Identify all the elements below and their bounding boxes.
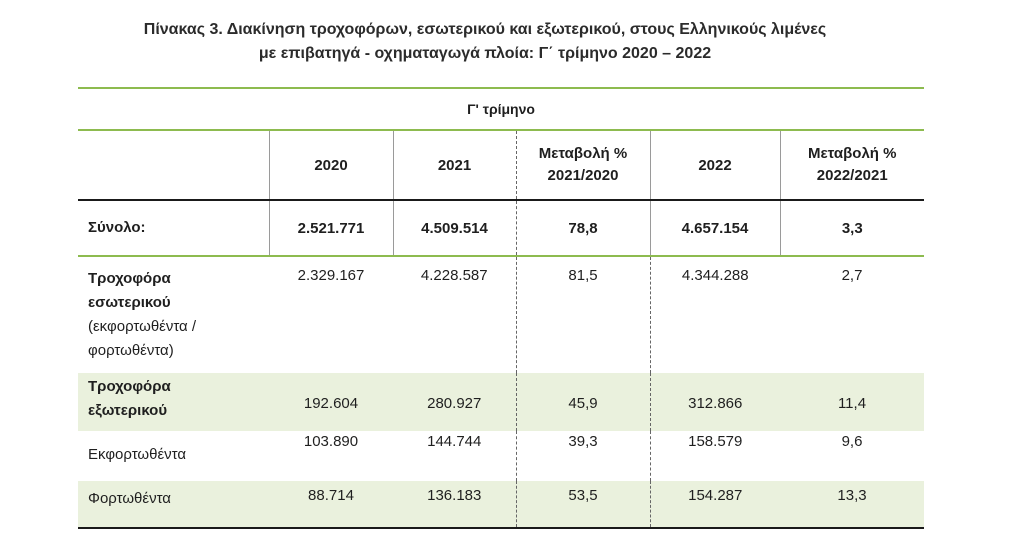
- cell-change-2022-2021: 13,3: [780, 481, 925, 529]
- period-row: Γ' τρίμηνο: [78, 87, 925, 131]
- header-change-2021-2020: Μεταβολή % 2021/2020: [515, 130, 651, 201]
- row-label: Τροχοφόρα εξωτερικού: [78, 373, 269, 431]
- header-2022: 2022: [649, 130, 780, 201]
- table-row-domestic: Τροχοφόρα εσωτερικού (εκφορτωθέντα / φορ…: [78, 256, 924, 373]
- row-label-bold: Τροχοφόρα: [88, 378, 171, 395]
- cell-change-2022-2021: 2,7: [841, 267, 863, 284]
- table-row-unloaded: Εκφορτωθέντα 103.890 144.744 39,3 158.57…: [78, 431, 924, 481]
- row-label: Φορτωθέντα: [78, 481, 269, 529]
- cell-change-2022-2021: 9,6: [841, 433, 863, 450]
- table-row-foreign: Τροχοφόρα εξωτερικού 192.604 280.927 45,…: [78, 373, 925, 431]
- table-row-total: Σύνολο: 2.521.771 4.509.514 78,8 4.657.1…: [78, 200, 925, 257]
- cell-change-2021-2020: 78,8: [515, 200, 651, 257]
- cell-2022: 312.866: [650, 373, 780, 431]
- cell-2021: 4.228.587: [420, 267, 488, 284]
- header-change-label: Μεταβολή %: [538, 145, 628, 162]
- cell-2020: 2.521.771: [268, 200, 393, 257]
- header-change-period: 2021/2020: [547, 167, 619, 184]
- cell-2022: 4.344.288: [681, 267, 749, 284]
- header-empty-cell: [78, 130, 269, 201]
- header-change-period: 2022/2021: [816, 167, 888, 184]
- cell-2021: 144.744: [427, 433, 482, 450]
- title-line-1: Πίνακας 3. Διακίνηση τροχοφόρων, εσωτερι…: [143, 21, 827, 38]
- table-title: Πίνακας 3. Διακίνηση τροχοφόρων, εσωτερι…: [60, 18, 910, 66]
- cell-2021: 280.927: [393, 373, 516, 431]
- cell-2020: 192.604: [269, 373, 393, 431]
- cell-change-2021-2020: 81,5: [515, 256, 651, 373]
- header-change-label: Μεταβολή %: [808, 145, 897, 162]
- period-label: Γ' τρίμηνο: [78, 87, 925, 131]
- header-change-2022-2021: Μεταβολή % 2022/2021: [779, 130, 925, 201]
- cell-2020: 2.329.167: [297, 267, 365, 284]
- row-label: Εκφορτωθέντα: [78, 431, 269, 481]
- header-row: 2020 2021 Μεταβολή % 2021/2020 2022 Μετα…: [78, 130, 925, 201]
- table-row-loaded: Φορτωθέντα 88.714 136.183 53,5 154.287 1…: [78, 481, 925, 529]
- row-label-text: Φορτωθέντα: [88, 490, 171, 507]
- row-label-sub: φορτωθέντα): [88, 342, 174, 359]
- header-2021: 2021: [392, 130, 516, 201]
- header-2020: 2020: [268, 130, 393, 201]
- cell-change-2022-2021: 3,3: [779, 200, 925, 257]
- cell-change-2021-2020: 53,5: [515, 481, 651, 529]
- cell-2021: 136.183: [393, 481, 516, 529]
- cell-2020: 103.890: [303, 433, 359, 450]
- cell-2020: 88.714: [269, 481, 393, 529]
- cell-2022: 158.579: [688, 433, 743, 450]
- cell-2022: 154.287: [650, 481, 780, 529]
- cell-change-2022-2021: 11,4: [780, 373, 925, 431]
- row-label-bold: εσωτερικού: [88, 294, 171, 311]
- cell-2021: 4.509.514: [392, 200, 516, 257]
- row-label-sub: (εκφορτωθέντα /: [88, 318, 197, 335]
- row-label: Σύνολο:: [78, 200, 269, 257]
- row-label: Τροχοφόρα εσωτερικού (εκφορτωθέντα / φορ…: [78, 256, 269, 373]
- title-line-2: με επιβατηγά - οχηματαγωγά πλοία: Γ΄ τρί…: [258, 45, 712, 62]
- row-label-bold: εξωτερικού: [88, 402, 168, 419]
- cell-change-2021-2020: 39,3: [515, 431, 651, 481]
- row-label-bold: Τροχοφόρα: [88, 270, 171, 287]
- cell-change-2021-2020: 45,9: [515, 373, 651, 431]
- cell-2022: 4.657.154: [649, 200, 780, 257]
- traffic-table: Γ' τρίμηνο 2020 2021 Μεταβολή % 2021/202…: [78, 87, 925, 529]
- row-label-text: Εκφορτωθέντα: [88, 446, 187, 463]
